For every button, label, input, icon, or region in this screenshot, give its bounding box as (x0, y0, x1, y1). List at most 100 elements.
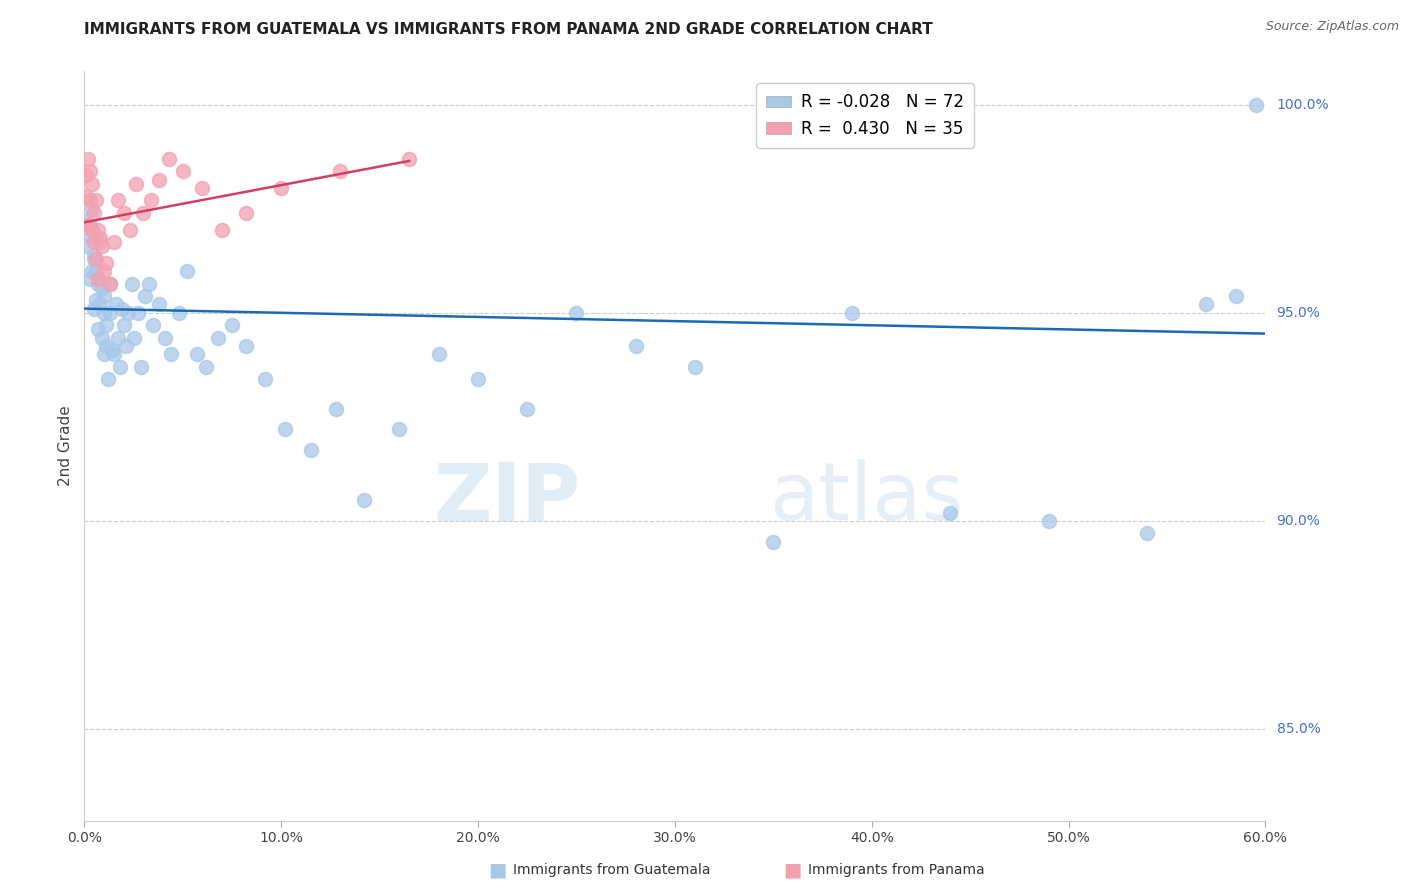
Point (112, 206, 135, 220)
Point (516, 401, 538, 416)
Point (254, 372, 277, 386)
Point (94, 256, 117, 270)
Point (160, 347, 183, 361)
Point (77, 239, 100, 253)
Point (195, 359, 218, 374)
Point (624, 339, 647, 353)
Point (87, 272, 110, 286)
Point (1244, 97, 1267, 112)
Point (87, 222, 110, 236)
Text: IMMIGRANTS FROM GUATEMALA VS IMMIGRANTS FROM PANAMA 2ND GRADE CORRELATION CHART: IMMIGRANTS FROM GUATEMALA VS IMMIGRANTS … (84, 22, 934, 37)
Point (122, 331, 145, 345)
Point (91, 281, 114, 295)
Point (87, 277, 110, 291)
Point (124, 177, 146, 191)
Point (82, 177, 104, 191)
Point (84, 194, 107, 208)
Point (176, 264, 198, 278)
Point (98, 306, 121, 320)
Point (84, 252, 107, 266)
Point (325, 401, 347, 416)
Point (75, 189, 97, 203)
Point (83, 247, 105, 261)
Point (565, 306, 588, 320)
Point (84, 264, 107, 278)
Text: Immigrants from Guatemala: Immigrants from Guatemala (513, 863, 710, 877)
Text: 85.0%: 85.0% (1277, 722, 1320, 736)
Point (93, 264, 115, 278)
Point (186, 347, 208, 361)
Point (148, 172, 170, 186)
Point (398, 152, 420, 166)
Point (1136, 526, 1159, 541)
Point (77, 152, 100, 166)
Point (274, 422, 297, 436)
Point (172, 164, 194, 178)
Point (1225, 289, 1247, 303)
Point (353, 493, 375, 508)
Point (93, 306, 115, 320)
Point (141, 194, 163, 208)
Point (89, 231, 111, 245)
Point (235, 206, 257, 220)
Point (75, 169, 97, 183)
Point (131, 359, 153, 374)
Point (235, 339, 257, 353)
Point (142, 318, 165, 333)
Point (104, 297, 127, 311)
Point (82, 202, 104, 216)
Point (132, 206, 155, 220)
Point (93, 347, 115, 361)
Point (89, 235, 111, 249)
Point (841, 306, 863, 320)
Text: 90.0%: 90.0% (1277, 514, 1320, 528)
Point (98, 277, 121, 291)
Point (148, 297, 170, 311)
Text: Source: ZipAtlas.com: Source: ZipAtlas.com (1265, 20, 1399, 33)
Point (939, 506, 962, 520)
Point (127, 306, 149, 320)
Text: Immigrants from Panama: Immigrants from Panama (808, 863, 986, 877)
Point (153, 331, 176, 345)
Point (1038, 514, 1060, 528)
Point (114, 339, 136, 353)
Point (98, 277, 121, 291)
Point (117, 306, 139, 320)
Point (191, 181, 214, 195)
Text: ZIP: ZIP (433, 459, 581, 538)
Point (83, 206, 105, 220)
Point (83, 301, 105, 316)
Point (87, 322, 110, 336)
Point (79, 272, 101, 286)
Point (103, 347, 125, 361)
Point (77, 227, 100, 241)
Point (157, 152, 180, 166)
Point (91, 331, 114, 345)
Point (1195, 297, 1218, 311)
Point (683, 359, 706, 374)
Point (94, 339, 117, 353)
Point (103, 235, 125, 249)
Point (82, 222, 104, 236)
Text: atlas: atlas (769, 459, 963, 538)
Point (467, 372, 489, 386)
Point (107, 331, 129, 345)
Point (89, 297, 111, 311)
Point (91, 239, 114, 253)
Point (111, 301, 134, 316)
Point (83, 235, 105, 249)
Point (75, 214, 97, 228)
Point (79, 219, 101, 233)
Legend: R = -0.028   N = 72, R =  0.430   N = 35: R = -0.028 N = 72, R = 0.430 N = 35 (755, 84, 973, 148)
Point (84, 293, 107, 308)
Text: 100.0%: 100.0% (1277, 97, 1329, 112)
Point (427, 347, 450, 361)
Point (388, 422, 411, 436)
Point (329, 164, 352, 178)
Text: ■: ■ (488, 860, 506, 880)
Point (211, 222, 233, 236)
Point (762, 534, 785, 549)
Point (207, 331, 229, 345)
Point (270, 181, 292, 195)
Point (101, 343, 124, 358)
